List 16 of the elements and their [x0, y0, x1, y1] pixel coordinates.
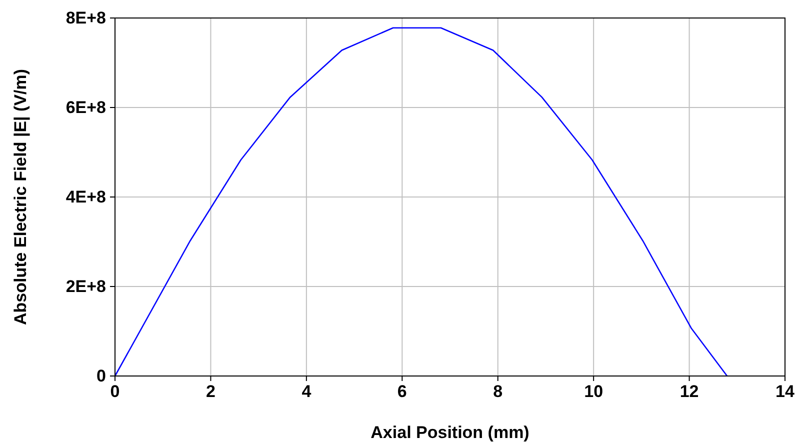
- x-tick-label: 8: [493, 382, 503, 402]
- y-axis-title: Absolute Electric Field |E| (V/m): [11, 68, 30, 326]
- y-tick-label: 6E+8: [66, 98, 106, 117]
- y-tick-label: 8E+8: [66, 8, 106, 28]
- x-axis-title: Axial Position (mm): [370, 423, 530, 442]
- x-tick-label: 2: [206, 382, 216, 402]
- x-tick-label: 10: [584, 382, 604, 402]
- x-tick-label: 14: [776, 382, 795, 402]
- y-tick-label: 2E+8: [66, 276, 106, 296]
- line-series: [114, 27, 728, 377]
- x-tick-label: 12: [680, 382, 699, 402]
- x-tick-label: 0: [110, 382, 120, 402]
- x-tick-label: 4: [302, 382, 312, 402]
- x-tick-label: 6: [397, 382, 407, 402]
- y-tick-label: 4E+8: [66, 187, 106, 206]
- y-tick-label: 0: [96, 366, 106, 386]
